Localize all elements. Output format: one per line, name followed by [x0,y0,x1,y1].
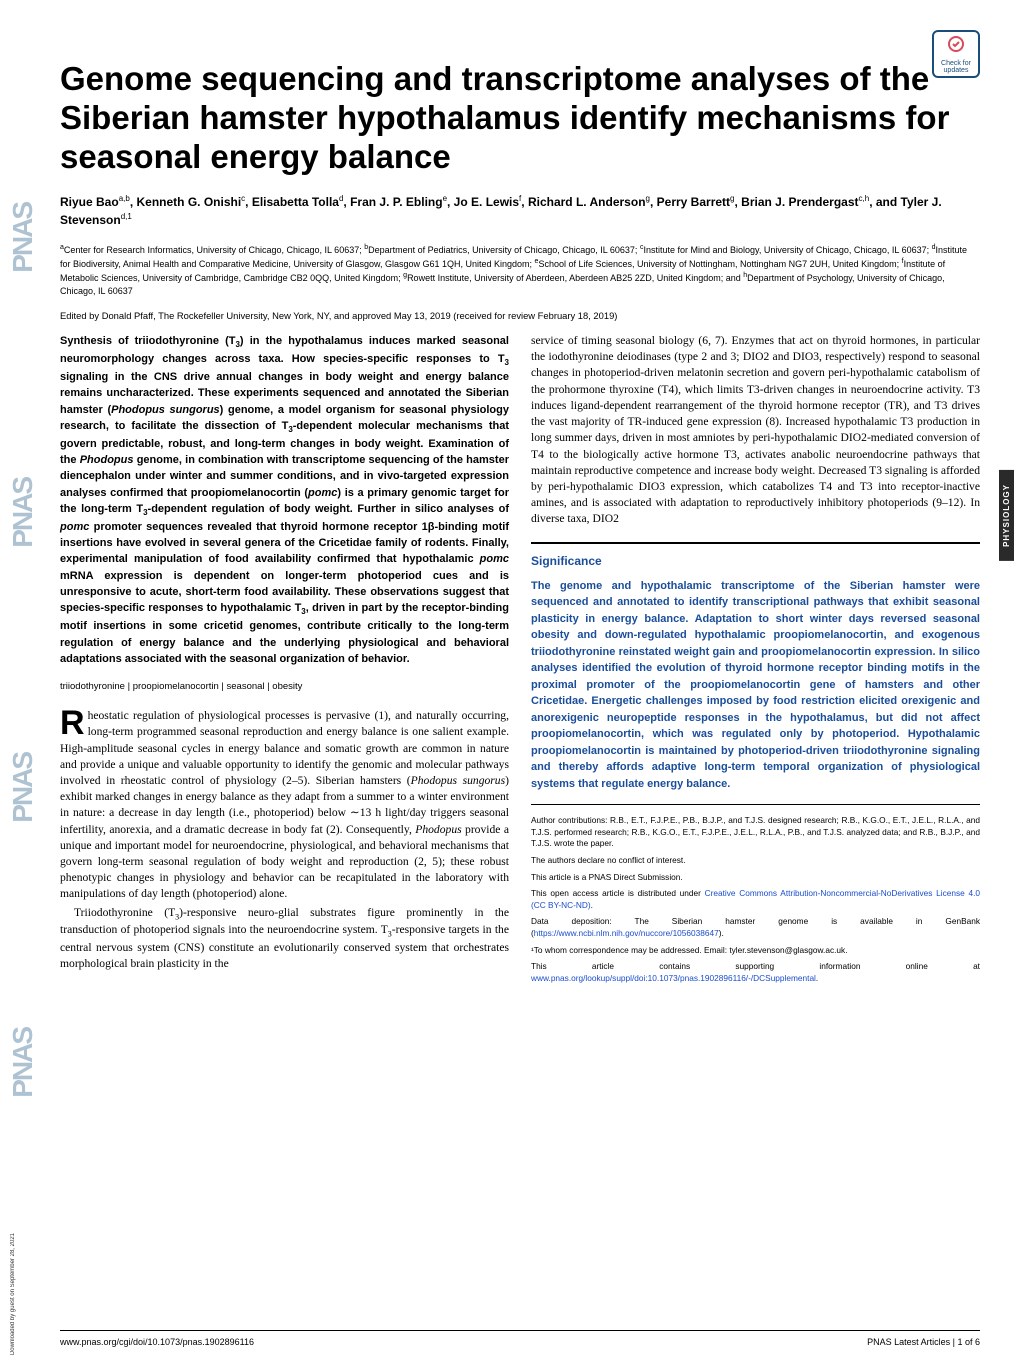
footnote-supporting: This article contains supporting informa… [531,961,980,984]
license-pre: This open access article is distributed … [531,888,705,898]
pnas-logo: PNAS [7,1028,39,1098]
body-paragraph-2: Triiodothyronine (T3)-responsive neuro-g… [60,905,509,972]
supporting-link[interactable]: www.pnas.org/lookup/suppl/doi:10.1073/pn… [531,973,816,983]
pnas-logo: PNAS [7,203,39,273]
abstract: Synthesis of triiodothyronine (T3) in th… [60,333,509,667]
page-footer: www.pnas.org/cgi/doi/10.1073/pnas.190289… [60,1330,980,1347]
footnote-submission: This article is a PNAS Direct Submission… [531,872,980,884]
significance-box: Significance The genome and hypothalamic… [531,542,980,806]
pnas-logo: PNAS [7,478,39,548]
left-column: Synthesis of triiodothyronine (T3) in th… [60,333,509,989]
body-paragraph-1: Rheostatic regulation of physiological p… [60,708,509,903]
check-updates-icon [944,34,968,58]
deposition-link[interactable]: https://www.ncbi.nlm.nih.gov/nuccore/105… [534,928,719,938]
author-list: Riyue Baoa,b, Kenneth G. Onishic, Elisab… [60,193,980,229]
check-updates-badge[interactable]: Check for updates [932,30,980,78]
download-note: Downloaded by guest on September 28, 202… [10,1233,16,1355]
significance-heading: Significance [531,554,980,568]
license-post: . [591,900,593,910]
check-updates-label: Check for updates [934,60,978,74]
pnas-logo: PNAS [7,753,39,823]
footnote-correspondence: ¹To whom correspondence may be addressed… [531,945,980,957]
correspondence-pre: ¹To whom correspondence may be addressed… [531,945,729,955]
article-page: Check for updates Genome sequencing and … [60,30,980,989]
footer-page-info: PNAS Latest Articles | 1 of 6 [867,1337,980,1347]
article-title: Genome sequencing and transcriptome anal… [60,60,980,177]
footnote-license: This open access article is distributed … [531,888,980,911]
body-continuation: service of timing seasonal biology (6, 7… [531,333,980,528]
footnote-contributions: Author contributions: R.B., E.T., F.J.P.… [531,815,980,850]
journal-sidebar: PNAS PNAS PNAS PNAS [8,100,38,1200]
supporting-post: . [816,973,818,983]
two-column-layout: Synthesis of triiodothyronine (T3) in th… [60,333,980,989]
footnote-deposition: Data deposition: The Siberian hamster ge… [531,916,980,939]
right-column: service of timing seasonal biology (6, 7… [531,333,980,989]
category-tab: PHYSIOLOGY [999,470,1014,561]
footnotes: Author contributions: R.B., E.T., F.J.P.… [531,815,980,984]
footer-right-text: PNAS Latest Articles | 1 of 6 [867,1337,980,1347]
footer-doi: www.pnas.org/cgi/doi/10.1073/pnas.190289… [60,1337,254,1347]
supporting-pre: This article contains supporting informa… [531,961,980,971]
affiliations: aCenter for Research Informatics, Univer… [60,243,980,298]
significance-text: The genome and hypothalamic transcriptom… [531,578,980,793]
footnote-conflict: The authors declare no conflict of inter… [531,855,980,867]
correspondence-email: tyler.stevenson@glasgow.ac.uk. [729,945,847,955]
keywords: triiodothyronine | proopiomelanocortin |… [60,681,509,692]
deposition-post: ). [719,928,724,938]
edited-by-line: Edited by Donald Pfaff, The Rockefeller … [60,310,980,321]
